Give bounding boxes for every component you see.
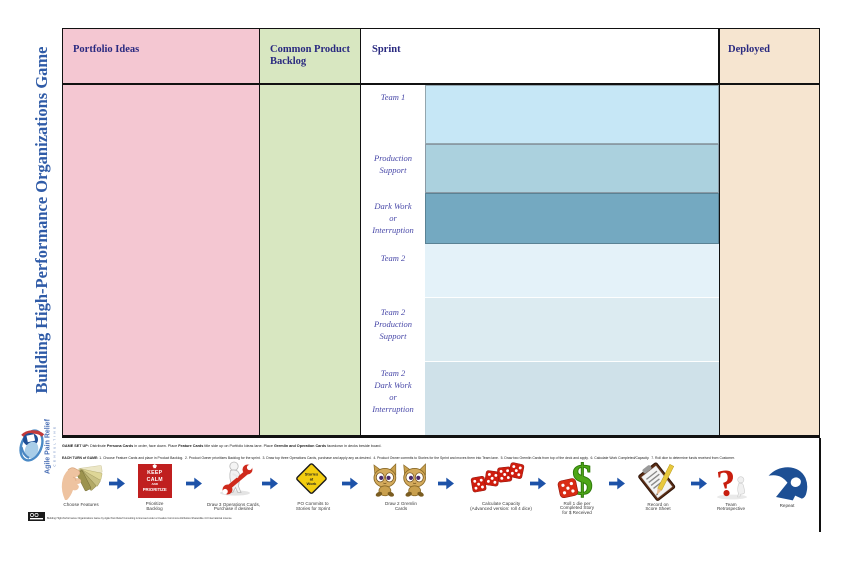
svg-text:Work: Work: [307, 481, 318, 486]
svg-text:Stories: Stories: [305, 472, 319, 477]
svg-text:at: at: [310, 476, 314, 481]
svg-text:?: ?: [715, 466, 739, 500]
